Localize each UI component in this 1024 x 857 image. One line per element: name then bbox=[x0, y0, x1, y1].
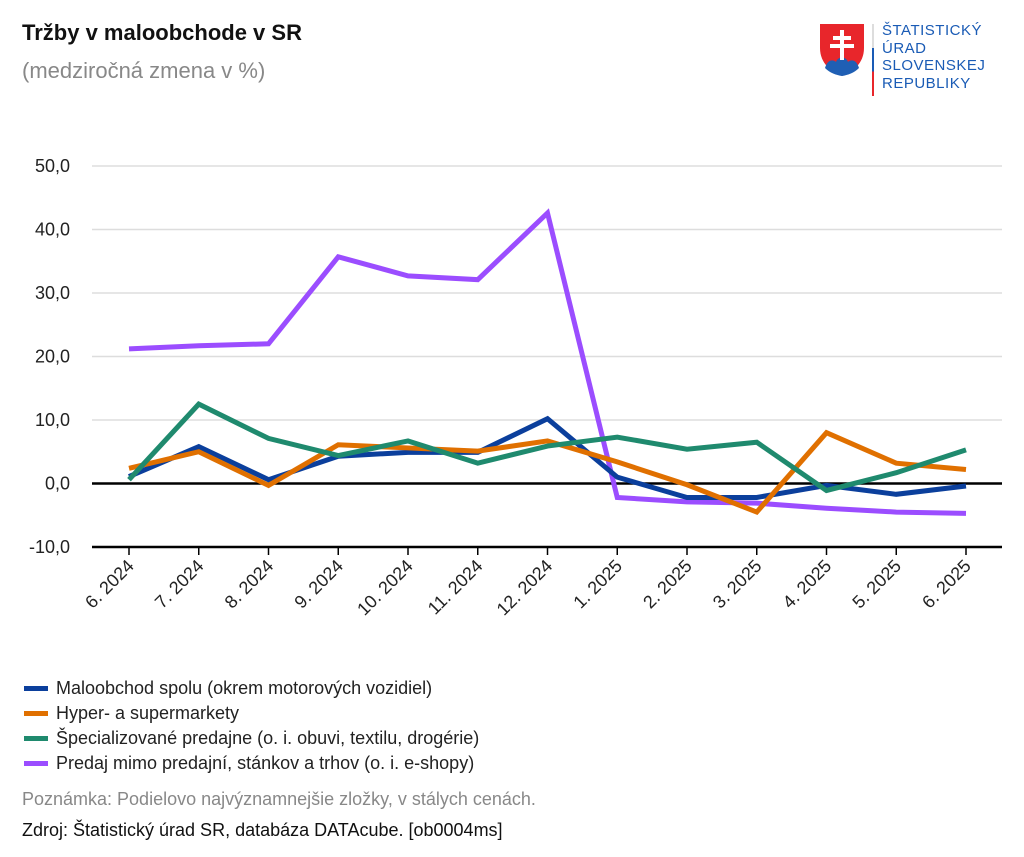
legend-swatch bbox=[24, 686, 48, 691]
x-tick-label: 4. 2025 bbox=[779, 556, 836, 613]
series-line bbox=[128, 429, 967, 516]
legend-item: Hyper- a supermarkety bbox=[24, 701, 479, 726]
coat-of-arms-icon bbox=[820, 24, 864, 76]
legend-swatch bbox=[24, 711, 48, 716]
legend-item: Predaj mimo predajní, stánkov a trhov (o… bbox=[24, 751, 479, 776]
logo-line: ŠTATISTICKÝ bbox=[882, 22, 982, 39]
series-line bbox=[128, 415, 967, 500]
x-tick-label: 3. 2025 bbox=[709, 556, 766, 613]
chart-title: Tržby v maloobchode v SR bbox=[22, 20, 302, 45]
line-chart: -10,0 0,0 10,0 20,0 30,0 40,0 50,0 6. 2024 7. 20… bbox=[29, 156, 1002, 620]
x-tick-label: 2. 2025 bbox=[639, 556, 696, 613]
legend-label: Hyper- a supermarkety bbox=[56, 703, 240, 723]
x-tick-label: 1. 2025 bbox=[569, 556, 626, 613]
logo-text: ŠTATISTICKÝ ÚRAD SLOVENSKEJ REPUBLIKY bbox=[882, 22, 985, 92]
y-tick-label: 20,0 bbox=[35, 347, 70, 367]
chart-subtitle: (medziročná zmena v %) bbox=[22, 58, 266, 83]
logo-line: ÚRAD bbox=[882, 39, 927, 57]
y-tick-label: 30,0 bbox=[35, 283, 70, 303]
x-tick-label: 12. 2024 bbox=[493, 556, 557, 620]
legend-item: Špecializované predajne (o. i. obuvi, te… bbox=[24, 726, 479, 751]
x-tick-label: 10. 2024 bbox=[353, 556, 417, 620]
logo-divider bbox=[872, 24, 874, 96]
legend-swatch bbox=[24, 736, 48, 741]
x-tick-label: 8. 2024 bbox=[221, 556, 278, 613]
x-tick-label: 6. 2024 bbox=[81, 556, 138, 613]
legend-label: Predaj mimo predajní, stánkov a trhov (o… bbox=[56, 753, 475, 773]
y-tick-label: 40,0 bbox=[35, 220, 70, 240]
y-tick-label: -10,0 bbox=[29, 537, 70, 557]
x-tick-label: 6. 2025 bbox=[918, 556, 975, 613]
legend-label: Špecializované predajne (o. i. obuvi, te… bbox=[56, 728, 480, 748]
chart-note: Poznámka: Podielovo najvýznamnejšie zlož… bbox=[22, 789, 536, 809]
x-tick-label: 11. 2024 bbox=[424, 556, 487, 619]
logo-line: SLOVENSKEJ bbox=[882, 57, 986, 74]
series-line bbox=[127, 401, 967, 494]
legend-swatch bbox=[24, 761, 48, 766]
y-tick-label: 0,0 bbox=[45, 474, 70, 494]
legend: Maloobchod spolu (okrem motorových vozid… bbox=[24, 676, 479, 776]
y-tick-label: 10,0 bbox=[35, 410, 70, 430]
series-line bbox=[128, 208, 967, 516]
y-tick-label: 50,0 bbox=[35, 156, 70, 176]
logo-line: REPUBLIKY bbox=[882, 74, 971, 92]
x-tick-label: 9. 2024 bbox=[290, 556, 347, 613]
chart-source: Zdroj: Štatistický úrad SR, databáza DAT… bbox=[22, 820, 503, 840]
legend-item: Maloobchod spolu (okrem motorových vozid… bbox=[24, 676, 479, 701]
x-tick-label: 7. 2024 bbox=[151, 556, 208, 613]
legend-label: Maloobchod spolu (okrem motorových vozid… bbox=[56, 678, 433, 698]
susr-logo: ŠTATISTICKÝ ÚRAD SLOVENSKEJ REPUBLIKY bbox=[818, 22, 1008, 98]
x-tick-label: 5. 2025 bbox=[848, 556, 905, 613]
